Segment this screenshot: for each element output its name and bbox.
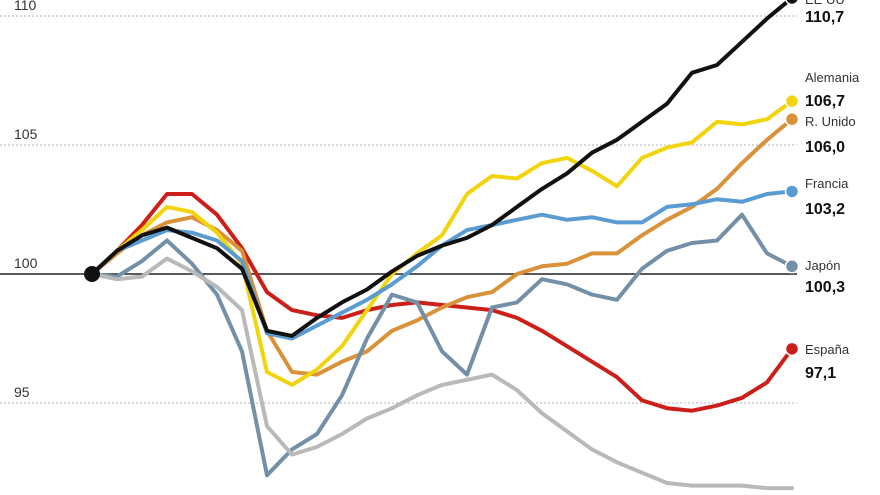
y-tick-label-110: 110 xyxy=(14,0,37,13)
series-name-germany: Alemania xyxy=(805,70,860,85)
end-marker-germany xyxy=(784,93,800,109)
series-line-usa xyxy=(90,0,793,338)
start-marker xyxy=(84,266,100,282)
y-tick-label-100: 100 xyxy=(14,255,38,271)
end-marker-japan xyxy=(784,259,800,274)
series-name-france: Francia xyxy=(805,176,849,191)
gridlines xyxy=(0,15,797,404)
series-value-germany: 106,7 xyxy=(805,93,845,110)
series-name-usa: EE UU xyxy=(805,0,845,7)
series-line-france xyxy=(90,189,794,341)
end-marker-usa xyxy=(785,0,799,6)
series-line-spain xyxy=(90,192,794,413)
series-name-japan: Japón xyxy=(805,258,840,273)
series-value-japan: 100,3 xyxy=(805,279,845,296)
series-value-spain: 97,1 xyxy=(805,365,836,382)
y-tick-labels: 110 105 100 95 xyxy=(14,0,38,400)
series-value-france: 103,2 xyxy=(805,201,845,218)
series-line-germany xyxy=(90,99,794,387)
series-value-uk: 106,0 xyxy=(805,139,845,156)
y-tick-label-95: 95 xyxy=(14,384,30,400)
series-name-spain: España xyxy=(805,342,850,357)
series-value-usa: 110,7 xyxy=(805,9,844,26)
series-end-labels: España 97,1 R. Unido 106,0 Alemania 106,7 Fran… xyxy=(805,0,860,382)
end-marker-uk xyxy=(784,111,800,127)
end-marker-france xyxy=(784,184,800,199)
series-lines xyxy=(90,0,794,491)
end-marker-spain xyxy=(784,341,800,357)
series-line-japan xyxy=(90,212,794,478)
series-end-markers xyxy=(84,0,800,357)
y-tick-label-105: 105 xyxy=(14,126,38,142)
series-line-italy xyxy=(90,256,794,491)
series-name-uk: R. Unido xyxy=(805,114,856,129)
